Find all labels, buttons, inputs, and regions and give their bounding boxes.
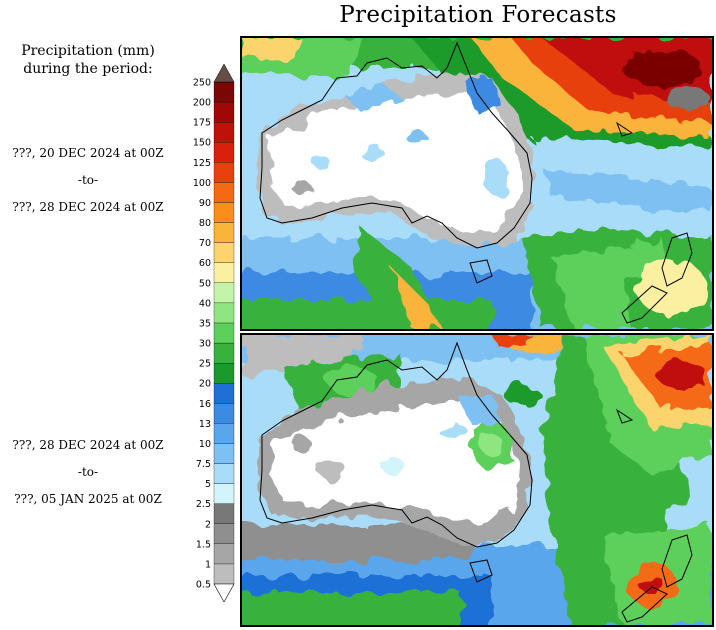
precip-fields: [242, 38, 712, 329]
colorbar-band: [213, 202, 235, 223]
period-label-bottom: ???, 28 DEC 2024 at 00Z -to- ???, 05 JAN…: [0, 432, 176, 513]
precip-map-1: [242, 38, 712, 329]
color-scale-bar: 0.5 1 1.5 2 2.5 5 7.5 10 13 16 20 25 30 35 40 50 60 70 80 9…: [193, 63, 235, 602]
map-panel-period-1: [240, 36, 714, 331]
colorbar-tick-label: 35: [199, 318, 211, 329]
colorbar-tick-label: 125: [193, 158, 211, 169]
colorbar-band: [213, 302, 235, 324]
colorbar-band: [213, 423, 235, 444]
colorbar-tick-label: 1.5: [196, 539, 211, 550]
legend-title-line1: Precipitation (mm): [21, 43, 155, 59]
colorbar-band: [213, 101, 235, 123]
precip-fields: [242, 335, 712, 625]
colorbar-band: [213, 162, 235, 183]
colorbar-tick-label: 0.5: [196, 580, 211, 591]
colorbar-tick-label: 2.5: [196, 499, 211, 510]
colorbar-tick-label: 250: [193, 78, 211, 89]
colorbar-band: [213, 222, 235, 243]
colorbar-tick-label: 13: [199, 419, 211, 430]
colorbar-tick-label: 25: [199, 359, 211, 370]
colorbar-band: [213, 282, 235, 304]
colorbar-min-arrow: [213, 583, 235, 602]
coastlines: [259, 41, 693, 324]
colorbar-max-arrow: [213, 63, 235, 83]
period-label-top: ???, 20 DEC 2024 at 00Z -to- ???, 28 DEC…: [0, 140, 176, 221]
colorbar-band: [213, 242, 235, 263]
colorbar-band: [213, 342, 235, 364]
precip-map-2: [242, 335, 712, 625]
period-start: ???, 28 DEC 2024 at 00Z: [12, 438, 164, 452]
colorbar-tick-label: 80: [199, 218, 211, 229]
colorbar-tick-label: 20: [199, 379, 211, 390]
colorbar-tick-label: 200: [193, 98, 211, 109]
colorbar-band: [213, 362, 235, 384]
period-to: -to-: [77, 465, 99, 479]
colorbar-band: [213, 543, 235, 565]
colorbar-tick-label: 175: [193, 118, 211, 129]
coastlines: [259, 341, 693, 623]
colorbar-band: [213, 122, 235, 143]
legend-title: Precipitation (mm) during the period:: [0, 42, 176, 78]
colorbar-band: [213, 182, 235, 203]
colorbar-band: [213, 483, 235, 504]
colorbar-tick-label: 2: [205, 519, 211, 530]
colorbar-tick-label: 100: [193, 178, 211, 189]
colorbar-band: [213, 563, 235, 585]
colorbar-band: [213, 262, 235, 283]
colorbar-tick-label: 10: [199, 439, 211, 450]
map-panel-period-2: [240, 333, 714, 627]
colorbar-band: [213, 403, 235, 424]
colorbar-band: [213, 81, 235, 103]
period-start: ???, 20 DEC 2024 at 00Z: [12, 146, 164, 160]
period-to: -to-: [77, 173, 99, 187]
colorbar-tick-label: 7.5: [196, 459, 211, 470]
continent-dry-area: [257, 73, 537, 250]
colorbar-tick-label: 150: [193, 138, 211, 149]
colorbar-tick-label: 50: [199, 278, 211, 289]
colorbar-band: [213, 503, 235, 524]
colorbar-band: [213, 322, 235, 344]
colorbar-tick-label: 70: [199, 238, 211, 249]
colorbar-tick-label: 60: [199, 258, 211, 269]
colorbar-tick-label: 16: [199, 399, 211, 410]
legend-title-line2: during the period:: [23, 61, 153, 77]
colorbar-band: [213, 463, 235, 484]
colorbar-band: [213, 142, 235, 163]
colorbar-band: [213, 523, 235, 544]
colorbar-tick-label: 5: [205, 479, 211, 490]
continent-dry-area: [257, 380, 532, 545]
colorbar-tick-label: 30: [199, 339, 211, 350]
colorbar-tick-label: 40: [199, 298, 211, 309]
period-end: ???, 28 DEC 2024 at 00Z: [12, 200, 164, 214]
period-end: ???, 05 JAN 2025 at 00Z: [14, 492, 162, 506]
colorbar-band: [213, 383, 235, 404]
colorbar-tick-label: 1: [205, 559, 211, 570]
colorbar-band: [213, 443, 235, 464]
colorbar-tick-label: 90: [199, 198, 211, 209]
chart-title: Precipitation Forecasts: [339, 2, 617, 28]
